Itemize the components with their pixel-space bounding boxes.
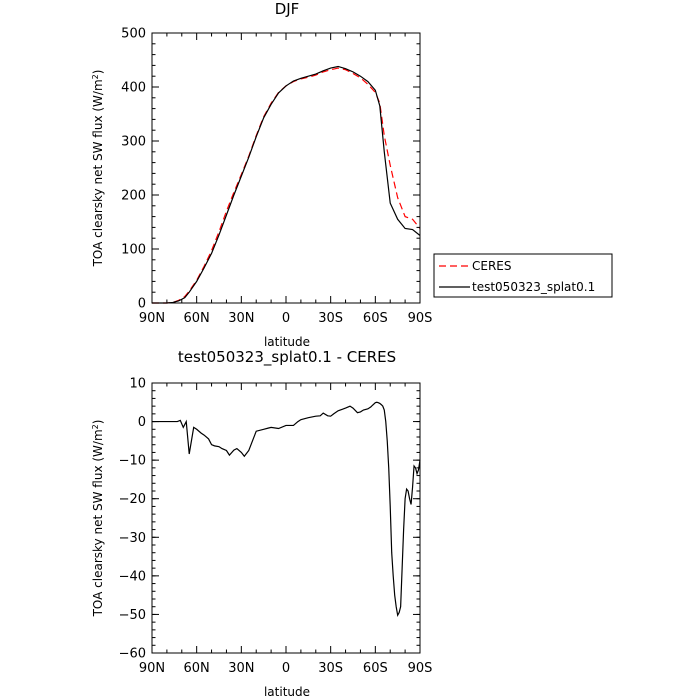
ylabel-top-main: TOA clearsky net SW flux (W/m [91, 79, 105, 267]
y-tick-label: −30 [119, 531, 146, 546]
y-tick-label: 0 [138, 415, 146, 430]
x-tick-label: 30S [318, 661, 343, 676]
y-tick-label: 300 [121, 135, 146, 150]
series-line-top-test [152, 65, 421, 304]
y-tick-label: −40 [119, 569, 146, 584]
legend-label-ceres: CERES [472, 259, 512, 273]
ticks-bottom: 90N 60N 30N 0 30S 60S 90S −60 −50 −40 −30 −20 −10 0 10 [119, 377, 433, 677]
ylabel-bottom-sup: 2 [91, 424, 100, 429]
xlabel-bottom: latitude [264, 685, 310, 699]
y-tick-label: 400 [121, 81, 146, 96]
y-tick-label: −10 [119, 454, 146, 469]
panel-bottom: test050323_splat0.1 - CERES 90N 60N 30N 0 30… [91, 348, 432, 699]
title-top: DJF [275, 0, 300, 18]
y-tick-label: 200 [121, 189, 146, 204]
x-tick-label: 0 [282, 311, 290, 326]
panel-top: DJF 90N 60N 30N 0 30S 60S 90S0100200300400500 … [91, 0, 613, 349]
ylabel-top-end: ) [91, 70, 105, 75]
plot-frame-top [151, 32, 421, 304]
y-tick-label: 10 [129, 377, 146, 392]
x-tick-label: 90N [139, 311, 165, 326]
ylabel-top-sup: 2 [91, 74, 100, 79]
x-tick-label: 90N [139, 661, 165, 676]
legend-label-test: test050323_splat0.1 [472, 280, 595, 294]
y-tick-label: −20 [119, 492, 146, 507]
y-tick-label: 100 [121, 243, 146, 258]
legend: CERES test050323_splat0.1 [433, 253, 613, 298]
y-tick-label: −60 [119, 647, 146, 662]
series-group-bottom [152, 401, 421, 617]
x-tick-label: 60S [363, 311, 388, 326]
series-group-top [152, 65, 421, 304]
ylabel-bottom-end: ) [91, 420, 105, 425]
series-line-top-ceres [152, 67, 421, 304]
x-tick-label: 60N [184, 311, 210, 326]
ylabel-bottom: TOA clearsky net SW flux (W/m2) [91, 420, 105, 618]
x-tick-label: 30N [228, 661, 254, 676]
x-tick-label: 90S [408, 311, 433, 326]
x-tick-label: 60N [184, 661, 210, 676]
y-tick-label: −50 [119, 608, 146, 623]
x-tick-label: 90S [408, 661, 433, 676]
plot-frame-bottom [151, 382, 421, 654]
xlabel-top: latitude [264, 335, 310, 349]
x-tick-label: 0 [282, 661, 290, 676]
ylabel-bottom-main: TOA clearsky net SW flux (W/m [91, 429, 105, 617]
legend-box [433, 253, 613, 298]
ticks-top: 90N 60N 30N 0 30S 60S 90S 0 100 200 300 400 500 [121, 27, 432, 327]
series-line-bottom-test [152, 401, 421, 617]
y-tick-label: 0 [138, 297, 146, 312]
ylabel-top: TOA clearsky net SW flux (W/m2) [91, 70, 105, 268]
x-tick-label: 30S [318, 311, 343, 326]
x-tick-label: 60S [363, 661, 388, 676]
title-bottom: test050323_splat0.1 - CERES [178, 348, 396, 367]
x-tick-label: 30N [228, 311, 254, 326]
y-tick-label: 500 [121, 27, 146, 42]
